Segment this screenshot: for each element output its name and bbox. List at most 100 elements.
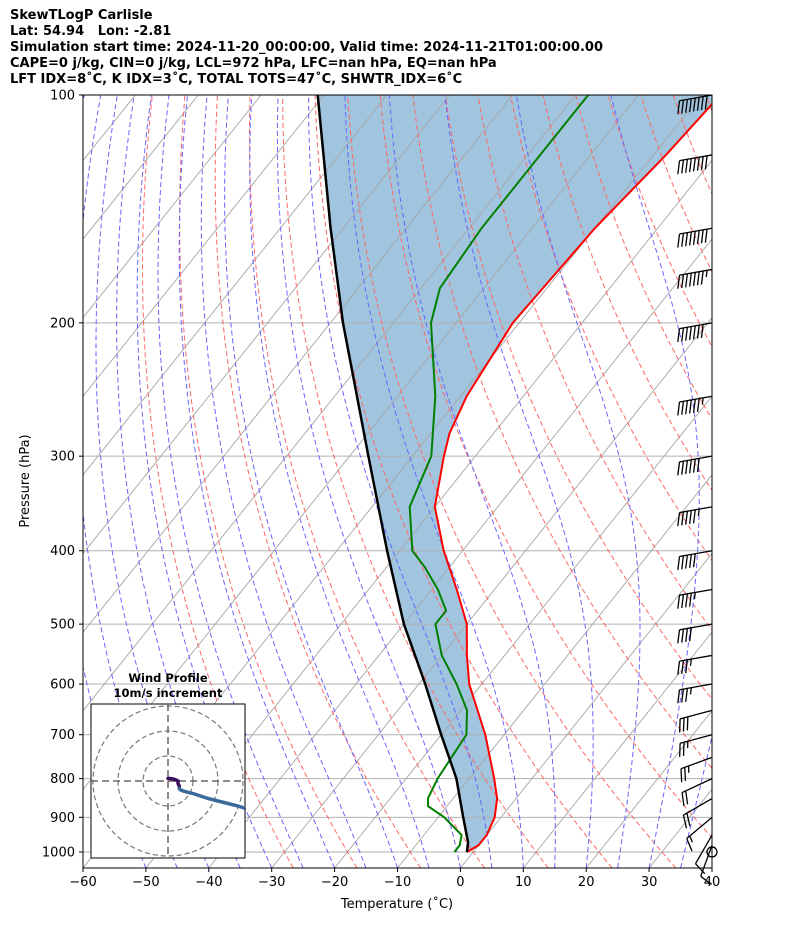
barb-shaft: [679, 623, 713, 631]
barb-feather: [685, 511, 689, 525]
moist-adiabat-line: [276, 95, 461, 868]
barb-feather: [686, 812, 691, 827]
isotherm-line: [83, 95, 262, 319]
dry-adiabat-line: [705, 95, 712, 113]
barb-half-feather: [701, 397, 704, 405]
wind-barb: [681, 778, 713, 807]
dry-adiabat-line: [179, 95, 358, 868]
barb-half-feather: [705, 270, 708, 278]
barb-feather: [677, 512, 681, 527]
barb-feather: [681, 629, 685, 643]
barb-feather: [681, 660, 685, 675]
barb-feather: [681, 401, 685, 415]
barb-feather: [696, 271, 700, 286]
barb-shaft: [679, 322, 713, 330]
barb-feather: [696, 157, 700, 171]
barb-feather: [677, 100, 681, 115]
barb-feather: [685, 159, 689, 173]
barb-feather: [692, 325, 696, 340]
barb-feather: [681, 99, 685, 114]
y-tick-label: 600: [50, 678, 75, 693]
barb-feather: [685, 232, 689, 247]
barb-shaft: [680, 756, 713, 770]
dry-adiabat-line: [542, 95, 712, 492]
barb-feather: [700, 96, 704, 111]
barb-feather: [685, 327, 689, 341]
cape-fill-area: [317, 95, 712, 852]
moist-adiabat-line: [200, 95, 367, 868]
isotherm-line: [648, 788, 712, 868]
barb-feather: [681, 688, 685, 703]
barb-feather: [685, 659, 689, 674]
x-tick-label: 20: [578, 875, 595, 890]
moist-adiabat-line: [711, 866, 712, 868]
moist-adiabat-line: [680, 734, 712, 868]
dry-adiabat-line: [214, 95, 422, 868]
barb-feather: [688, 326, 692, 341]
barb-feather: [684, 767, 687, 781]
barb-feather: [681, 327, 685, 342]
dry-adiabat-line: [738, 95, 794, 868]
barb-feather: [681, 233, 685, 247]
barb-shaft: [679, 588, 713, 596]
barb-shaft: [694, 834, 713, 865]
wind-barb: [677, 322, 713, 343]
moist-adiabat-line: [610, 95, 700, 868]
y-tick-label: 200: [50, 316, 75, 331]
barb-feather: [681, 511, 685, 526]
x-tick-label: −30: [258, 875, 285, 890]
x-tick-label: 0: [456, 875, 464, 890]
barb-feather: [685, 400, 689, 415]
barb-feather: [685, 273, 689, 288]
barb-feather: [692, 509, 696, 524]
barb-feather: [692, 399, 696, 413]
dry-adiabat-line: [477, 95, 712, 631]
y-tick-label: 300: [50, 450, 75, 465]
barb-feather: [688, 593, 692, 607]
barb-feather: [677, 275, 681, 289]
moist-adiabat-line: [344, 95, 524, 868]
wind-barb: [694, 834, 713, 875]
dry-adiabat-line: [412, 95, 712, 770]
barb-feather: [680, 768, 683, 783]
barb-feather: [692, 157, 696, 172]
barb-feather: [677, 401, 681, 416]
barb-feather: [696, 458, 700, 472]
hodograph-trace-high: [177, 786, 245, 811]
x-tick-label: 10: [515, 875, 532, 890]
chart-header: SkewTLogP Carlisle Lat: 54.94 Lon: -2.81…: [10, 8, 790, 88]
wind-barb: [686, 816, 713, 852]
moist-adiabat-line: [224, 95, 398, 868]
isotherm-line: [83, 95, 325, 397]
barb-shaft: [679, 395, 713, 403]
barb-feather: [688, 98, 692, 113]
barb-feather: [681, 274, 685, 289]
chart-title: SkewTLogP Carlisle: [10, 8, 153, 23]
barb-feather: [700, 156, 704, 171]
barb-feather: [700, 270, 704, 285]
hodograph-title: Wind Profile: [128, 671, 208, 685]
barb-half-feather: [689, 835, 694, 843]
barb-feather: [677, 595, 681, 609]
x-axis-label: Temperature (˚C): [340, 896, 453, 912]
wind-barb: [678, 734, 713, 757]
barb-feather: [704, 95, 708, 110]
y-axis-label: Pressure (hPa): [18, 434, 33, 527]
dry-adiabat-line: [314, 95, 613, 868]
dry-adiabat-line: [444, 95, 712, 700]
x-tick-label: −10: [384, 875, 411, 890]
y-tick-label: 1000: [42, 845, 75, 860]
moist-adiabat-line: [249, 95, 430, 868]
dry-adiabat-line: [640, 95, 712, 273]
barb-feather: [685, 460, 689, 475]
barb-feather: [677, 461, 681, 476]
barb-half-feather: [693, 592, 696, 600]
barb-feather: [685, 628, 689, 643]
barb-feather: [688, 554, 692, 568]
moist-adiabat-line: [308, 95, 493, 868]
x-tick-label: −20: [321, 875, 348, 890]
hodograph-trace-low: [166, 776, 182, 791]
isotherm-line: [522, 631, 712, 868]
dry-adiabat-line: [141, 95, 294, 868]
